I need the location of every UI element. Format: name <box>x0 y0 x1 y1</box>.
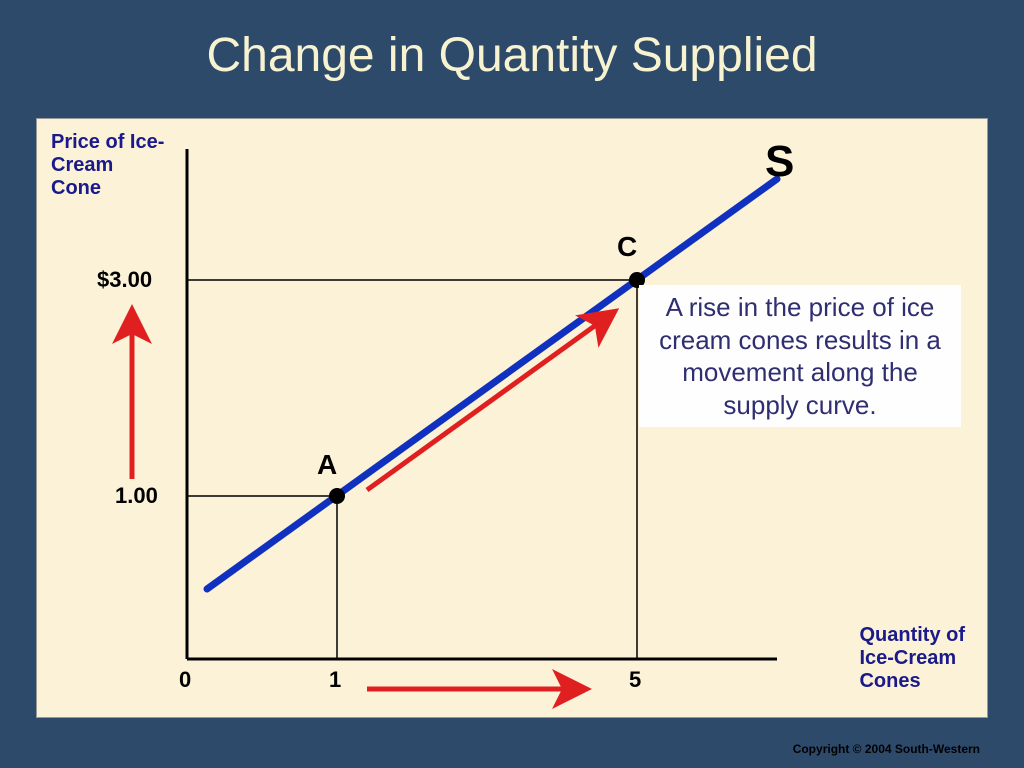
point-a-label: A <box>317 449 337 481</box>
point-a <box>329 488 345 504</box>
chart-panel: S A C $3.00 1.00 0 1 5 Price of Ice-Crea… <box>36 118 988 718</box>
supply-curve-label: S <box>765 137 794 187</box>
curve-arrow <box>367 317 607 490</box>
x-tick-0: 0 <box>179 667 191 693</box>
y-tick-1: 1.00 <box>115 483 158 509</box>
x-tick-1: 1 <box>329 667 341 693</box>
x-tick-5: 5 <box>629 667 641 693</box>
slide-title: Change in Quantity Supplied <box>0 0 1024 101</box>
y-tick-3: $3.00 <box>97 267 152 293</box>
y-axis-title: Price of Ice-CreamCone <box>51 131 164 200</box>
copyright-text: Copyright © 2004 South-Western <box>793 742 980 756</box>
annotation-box: A rise in the price of ice cream cones r… <box>639 285 961 427</box>
point-c-label: C <box>617 231 637 263</box>
x-axis-title: Quantity ofIce-CreamCones <box>859 624 965 693</box>
